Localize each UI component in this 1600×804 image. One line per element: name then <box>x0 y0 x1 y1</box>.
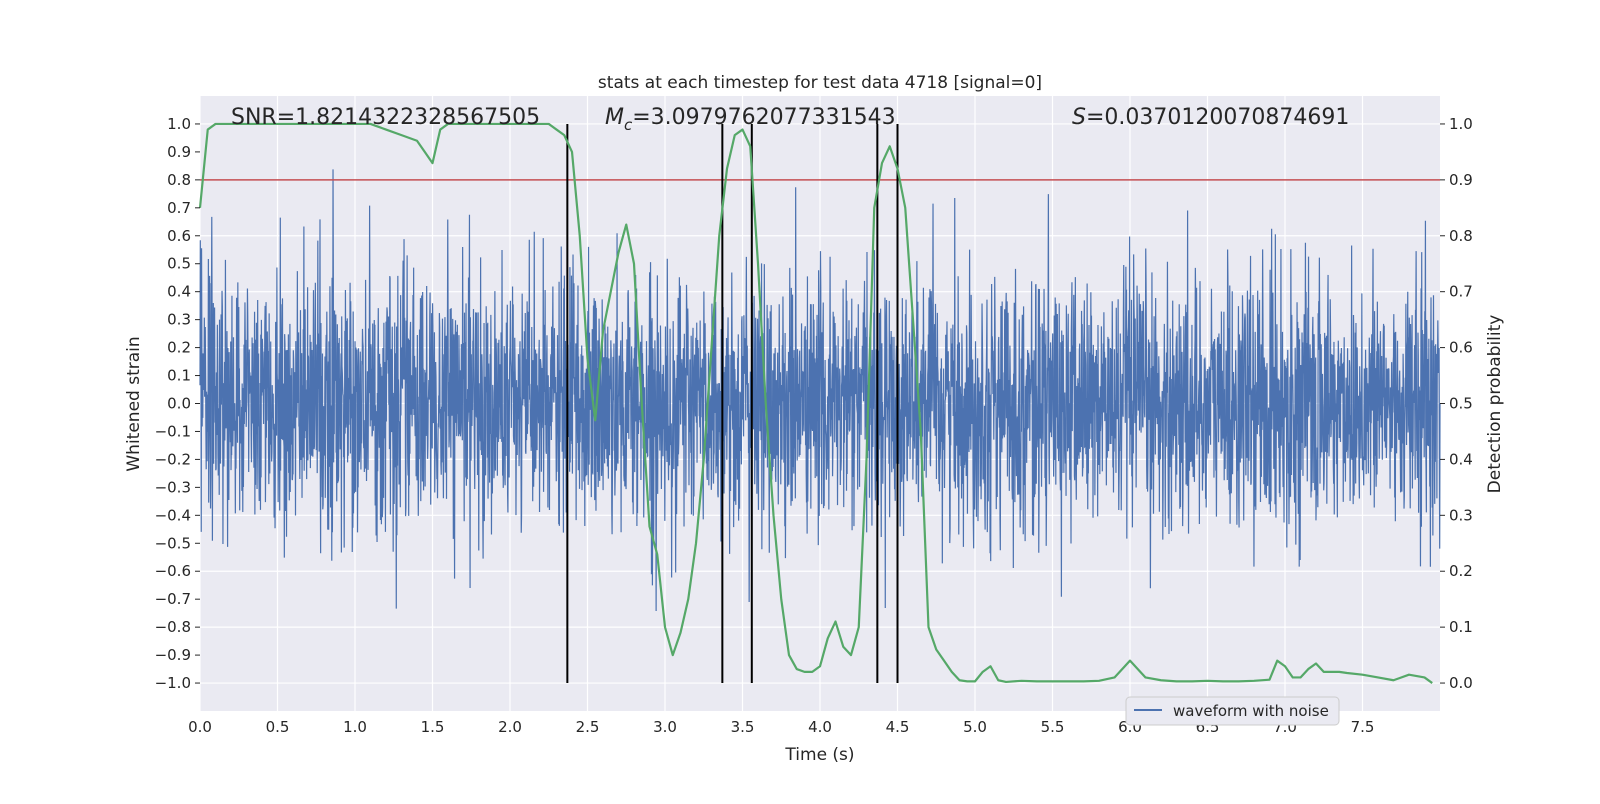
y-right-tick-label: 0.6 <box>1449 339 1473 357</box>
x-tick-label: 1.5 <box>421 718 445 736</box>
x-tick-label: 2.5 <box>576 718 600 736</box>
x-tick-label: 3.5 <box>731 718 755 736</box>
x-tick-label: 0.5 <box>266 718 290 736</box>
y-left-tick-label: 0.5 <box>167 255 191 273</box>
x-axis-label: Time (s) <box>784 745 854 765</box>
y-left-tick-label: 0.9 <box>167 143 191 161</box>
x-tick-label: 7.5 <box>1351 718 1375 736</box>
annotation-snr: SNR=1.8214322328567505 <box>231 105 540 130</box>
series-waveform-with-noise <box>199 169 1441 612</box>
detection-probability-line <box>198 122 1433 684</box>
x-tick-label: 5.0 <box>963 718 987 736</box>
x-tick-label: 5.5 <box>1041 718 1065 736</box>
x-tick-label: 4.0 <box>808 718 832 736</box>
y-left-tick-label: −0.2 <box>155 450 191 468</box>
y-right-tick-label: 0.0 <box>1449 674 1473 692</box>
y-right-tick-label: 1.0 <box>1449 115 1473 133</box>
y-left-tick-label: 0.4 <box>167 283 191 301</box>
y-left-tick-label: −0.5 <box>155 534 191 552</box>
y-right-tick-label: 0.7 <box>1449 283 1473 301</box>
y-right-tick-label: 0.4 <box>1449 450 1473 468</box>
y-left-tick-label: 0.8 <box>167 171 191 189</box>
y-axis-right-label: Detection probability <box>1485 315 1505 494</box>
y-left-tick-label: 0.7 <box>167 199 191 217</box>
x-tick-label: 1.0 <box>343 718 367 736</box>
y-left-tick-label: 1.0 <box>167 115 191 133</box>
y-left-tick-label: 0.2 <box>167 339 191 357</box>
x-tick-label: 3.0 <box>653 718 677 736</box>
y-left-tick-label: 0.3 <box>167 311 191 329</box>
y-right-tick-label: 0.5 <box>1449 395 1473 413</box>
y-left-tick-label: −0.6 <box>155 562 191 580</box>
y-left-tick-label: −1.0 <box>155 674 191 692</box>
y-axis-left-label: Whitened strain <box>124 336 144 471</box>
series-detection-probability <box>198 122 1433 684</box>
y-left-tick-label: 0.6 <box>167 227 191 245</box>
y-axis-right-ticks: 1.0 0.9 0.8 0.7 0.6 0.5 0.4 0.3 0.2 0.1 0.0 <box>1440 115 1473 692</box>
chirp-mass-symbol: M <box>605 105 624 130</box>
y-right-tick-label: 0.8 <box>1449 227 1473 245</box>
y-axis-left-ticks: 1.0 0.9 0.8 0.7 0.6 0.5 0.4 0.3 0.2 0.1 0.0 −0.1 −0.… <box>155 115 200 692</box>
legend-box <box>1125 696 1340 726</box>
legend-label: waveform with noise <box>1173 702 1329 720</box>
y-left-tick-label: −0.3 <box>155 478 191 496</box>
s-value: =0.0370120070874691 <box>1086 105 1349 130</box>
x-tick-label: 2.0 <box>498 718 522 736</box>
annotation-chirp-mass: Mc=3.0979762077331543 <box>605 105 896 134</box>
y-left-tick-label: −0.9 <box>155 646 191 664</box>
chirp-mass-subscript: c <box>624 116 633 134</box>
y-right-tick-label: 0.9 <box>1449 171 1473 189</box>
y-right-tick-label: 0.1 <box>1449 618 1473 636</box>
legend: waveform with noise <box>1125 696 1340 726</box>
x-tick-label: 0.0 <box>188 718 212 736</box>
s-symbol: S <box>1072 105 1086 130</box>
x-tick-label: 4.5 <box>886 718 910 736</box>
waveform-path <box>199 169 1441 612</box>
chart-title: stats at each timestep for test data 471… <box>598 73 1042 93</box>
y-left-tick-label: −0.7 <box>155 590 191 608</box>
y-left-tick-label: 0.0 <box>167 395 191 413</box>
chirp-mass-value: =3.0979762077331543 <box>632 105 895 130</box>
y-right-tick-label: 0.2 <box>1449 562 1473 580</box>
y-left-tick-label: −0.8 <box>155 618 191 636</box>
y-left-tick-label: −0.4 <box>155 506 191 524</box>
y-right-tick-label: 0.3 <box>1449 506 1473 524</box>
annotation-s: S=0.0370120070874691 <box>1072 105 1349 130</box>
y-left-tick-label: 0.1 <box>167 367 191 385</box>
y-left-tick-label: −0.1 <box>155 422 191 440</box>
